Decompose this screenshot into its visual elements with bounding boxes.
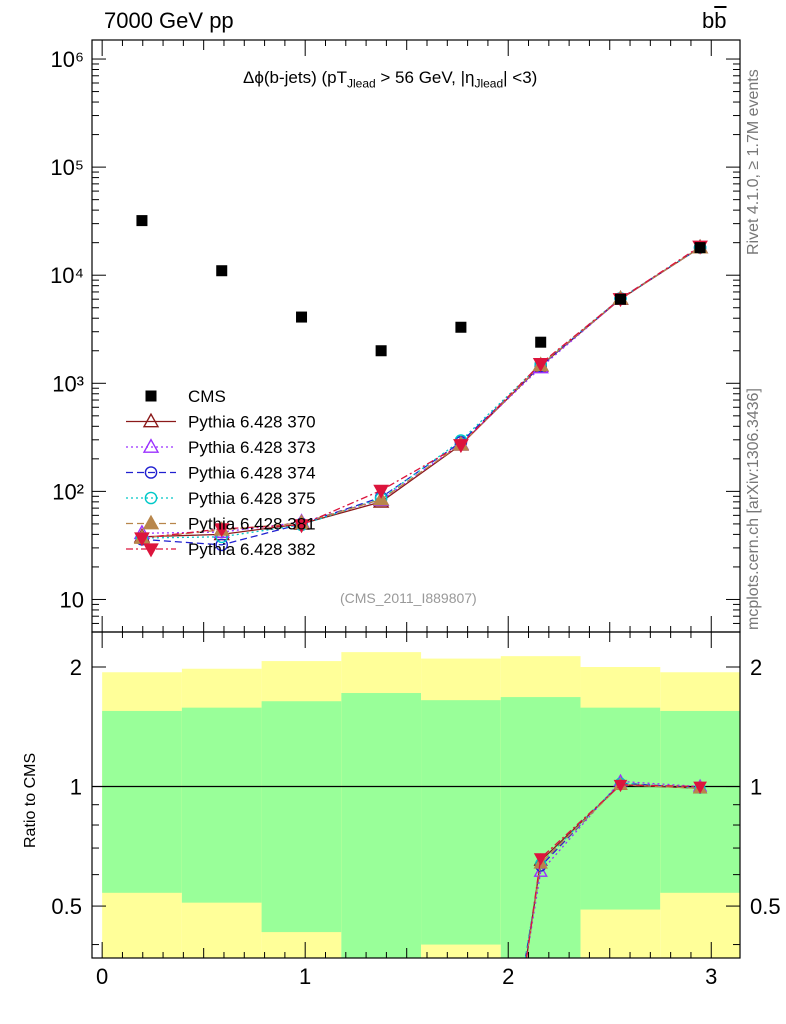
ratio-lines (524, 773, 708, 959)
ratio-series-line (525, 784, 701, 959)
ratio-bands (92, 652, 740, 958)
process-label: bb (702, 8, 727, 34)
series-point (215, 538, 229, 552)
y-tick-label: 10⁶ (50, 47, 84, 72)
legend: CMS Pythia 6.428 370 Pythia 6.428 373 Pythi… (126, 387, 316, 559)
ratio-y-tick-label-right: 2 (750, 655, 762, 680)
cms-data-point (694, 242, 706, 254)
legend-marker (142, 412, 160, 428)
ratio-point (533, 864, 548, 877)
y-tick-label: 10³ (52, 371, 84, 396)
series-line (141, 245, 701, 539)
y-tick-label: 10² (52, 479, 84, 504)
axes: 10 10² 10³ 10⁴ 10⁵ 10⁶ 0.5 0.5 1 1 2 2 0 1 2 3 (50, 40, 781, 989)
title-sub-1: Jlead (347, 76, 376, 91)
cms-data-point (614, 293, 626, 305)
ratio-point (613, 779, 628, 793)
legend-label: Pythia 6.428 375 (188, 489, 316, 508)
ratio-panel-frame (91, 631, 741, 959)
ratio-point (693, 781, 707, 794)
band-inner-bin (580, 707, 661, 910)
band-inner-bin (660, 710, 740, 893)
ratio-y-tick-label: 0.5 (51, 894, 82, 919)
ratio-y-tick-label: 1 (70, 775, 82, 800)
band-inner-bin (341, 693, 422, 958)
legend-label: Pythia 6.428 374 (188, 464, 316, 483)
ratio-y-tick-label: 2 (70, 655, 82, 680)
frames (91, 39, 741, 959)
energy-label: 7000 GeV pp (104, 8, 234, 33)
y-tick-label: 10 (60, 587, 84, 612)
ratio-point (533, 853, 548, 866)
cms-data-point (535, 336, 547, 348)
legend-label: CMS (188, 387, 226, 406)
legend-marker (142, 514, 160, 530)
main-lines (141, 245, 701, 546)
legend-label: Pythia 6.428 370 (188, 413, 316, 432)
legend-label: Pythia 6.428 382 (188, 540, 316, 559)
band-inner-bin (102, 710, 182, 893)
series-point (373, 484, 389, 499)
series-point (453, 439, 469, 454)
title-part-2: > 56 GeV, |η (375, 68, 475, 87)
ratio-y-tick-label-right: 1 (750, 775, 762, 800)
title-sub-2: Jlead (474, 76, 504, 91)
cms-data-point (136, 215, 148, 227)
band-inner-bin (421, 700, 501, 945)
legend-marker (143, 543, 159, 558)
process-bbar: b (714, 8, 727, 33)
legend-label: Pythia 6.428 381 (188, 515, 316, 534)
series-point (213, 523, 230, 538)
analysis-reference: (CMS_2011_I889807) (340, 590, 477, 606)
band-inner-bin (261, 701, 342, 933)
series-point (134, 532, 150, 547)
x-tick-label: 1 (299, 964, 311, 989)
legend-marker (142, 438, 160, 453)
series-point (532, 357, 549, 373)
cms-data-point (296, 311, 308, 323)
y-tick-label: 10⁵ (50, 155, 84, 180)
legend-marker (144, 466, 158, 479)
legend-marker (144, 491, 158, 505)
title-part-1: Δϕ(b-jets) (pT (243, 68, 347, 87)
x-tick-label: 2 (502, 964, 514, 989)
legend-marker (145, 390, 157, 402)
x-tick-label: 3 (705, 964, 717, 989)
main-markers (133, 215, 709, 552)
legend-label: Pythia 6.428 373 (188, 438, 316, 457)
series-point (293, 519, 310, 534)
x-tick-label: 0 (96, 964, 108, 989)
process-b: b (702, 8, 715, 33)
cms-data-point (455, 321, 467, 333)
title-part-3: | <3) (503, 68, 538, 87)
cms-data-point (216, 265, 228, 277)
ratio-y-tick-label-right: 0.5 (750, 894, 781, 919)
y-tick-label: 10⁴ (50, 263, 84, 288)
band-inner-bin (500, 697, 581, 958)
cms-data-point (375, 345, 387, 357)
band-inner-bin (181, 707, 262, 903)
plot-title: Δϕ(b-jets) (pTJlead > 56 GeV, |ηJlead| <… (243, 68, 537, 90)
